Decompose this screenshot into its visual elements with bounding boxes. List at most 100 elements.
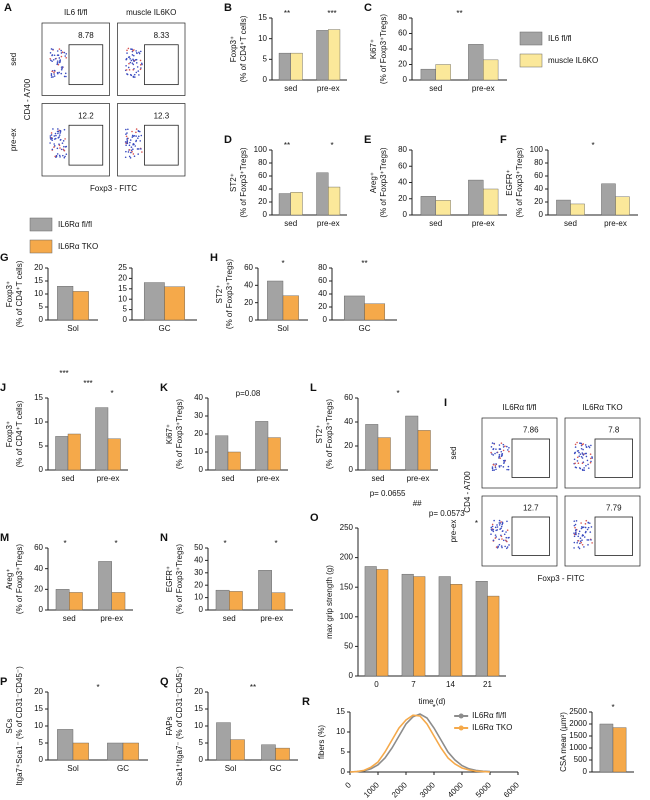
y-tick-label: 15 [118,284,127,293]
event-dot [576,441,578,444]
event-dot [133,134,136,137]
event-dot [500,464,502,467]
event-dot [61,51,64,53]
event-dot [135,71,138,74]
event-dot [574,532,577,534]
y-tick-label: 20 [398,60,407,69]
y-tick-label: 20 [318,302,327,311]
event-dot [587,526,590,529]
event-dot [581,535,584,537]
row-label: sed [9,53,18,66]
y-tick-label: 200 [340,553,354,562]
event-dot [126,49,128,52]
event-dot [132,153,135,155]
y-tick-label: 10 [34,289,43,298]
y-tick-label: 80 [258,158,267,167]
event-dot [507,468,510,471]
event-dot [576,460,579,462]
event-dot [574,446,577,448]
event-dot [133,73,136,76]
gate-value: 12.3 [154,112,170,121]
y-axis-label: max grip strength (g) [325,565,334,639]
event-dot [582,454,585,456]
gate [594,438,633,478]
event-dot [133,60,135,63]
event-dot [131,151,133,153]
gate-value: 7.86 [523,426,539,435]
y-axis-label: SCs [5,718,14,733]
panel-letter: O [310,512,319,524]
event-dot [130,146,133,148]
event-dot [584,526,587,529]
event-dot [56,60,59,62]
bar [215,589,230,611]
significance: ** [361,259,367,268]
x-axis-label: Foxp3 - FITC [90,184,137,193]
gate-value: 12.2 [78,112,94,121]
event-dot [136,66,139,68]
panel-letter: A [4,2,12,14]
event-dot [498,457,500,459]
event-dot [125,144,127,147]
y-tick-label: 5 [263,54,268,63]
y-axis-label: Areg⁺ [5,568,14,589]
event-dot [500,534,502,537]
event-dot [505,531,507,533]
event-dot [501,538,503,540]
line [349,714,491,773]
x-tick-label: 21 [483,680,492,689]
y-tick-label: 20 [118,274,127,283]
event-dot [56,61,59,64]
y-axis-label: CD4 - A700 [463,471,472,513]
event-dot [57,128,59,130]
bar [438,576,451,677]
y-tick-label: 40 [34,564,43,573]
event-dot [506,520,508,523]
event-dot [57,132,59,135]
bar [420,68,436,81]
gate [68,124,104,166]
event-dot [132,144,134,146]
x-tick-label: sed [429,84,442,93]
event-dot [139,68,142,71]
event-dot [53,73,55,75]
y-tick-label: 5 [39,302,44,311]
event-dot [140,62,143,65]
event-dot [53,75,56,77]
event-dot [574,533,577,536]
event-dot [576,450,579,452]
event-dot [502,530,504,532]
event-dot [495,468,497,471]
event-dot [589,457,592,460]
significance: * [432,703,435,712]
event-dot [59,147,61,149]
event-dot [580,455,583,458]
y-axis-label: ST2⁺ [229,173,238,192]
y-tick-label: 0 [39,465,44,474]
event-dot [49,142,51,144]
y-tick-label: 0 [263,75,268,84]
event-dot [53,146,55,148]
panel-letter: F [500,134,507,146]
event-dot [61,66,64,68]
event-dot [499,528,501,530]
event-dot [55,154,58,157]
bar [215,435,229,471]
y-tick-label: 40 [398,44,407,53]
legend-swatch [519,53,543,68]
y-axis-label: Foxp3⁺ [5,421,14,447]
bar [417,430,431,471]
x-tick-label: 2000 [390,780,409,799]
gate [144,124,179,166]
event-dot [136,148,139,150]
bar [405,415,419,471]
event-dot [65,75,67,78]
event-dot [59,129,62,132]
event-dot [135,128,138,130]
event-dot [577,535,580,538]
legend-marker [458,713,464,719]
event-dot [504,459,506,462]
y-tick-label: 10 [194,447,203,456]
bar [328,29,341,81]
y-axis-label: (% of Foxp3⁺Tregs) [15,544,24,615]
